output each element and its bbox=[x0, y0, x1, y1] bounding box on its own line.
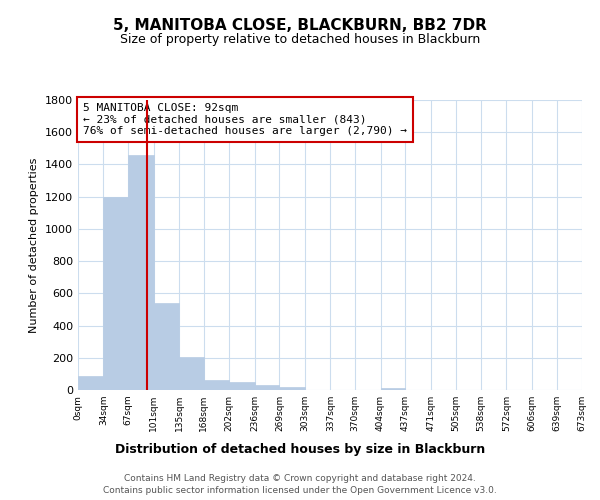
Bar bbox=[280, 387, 305, 390]
Bar bbox=[179, 357, 204, 390]
Text: 5, MANITOBA CLOSE, BLACKBURN, BB2 7DR: 5, MANITOBA CLOSE, BLACKBURN, BB2 7DR bbox=[113, 18, 487, 32]
Bar bbox=[154, 303, 179, 390]
Text: 5 MANITOBA CLOSE: 92sqm
← 23% of detached houses are smaller (843)
76% of semi-d: 5 MANITOBA CLOSE: 92sqm ← 23% of detache… bbox=[83, 103, 407, 136]
Bar bbox=[204, 380, 229, 390]
Text: Distribution of detached houses by size in Blackburn: Distribution of detached houses by size … bbox=[115, 442, 485, 456]
Bar bbox=[380, 388, 405, 390]
Bar bbox=[229, 382, 255, 390]
Text: Contains HM Land Registry data © Crown copyright and database right 2024.: Contains HM Land Registry data © Crown c… bbox=[124, 474, 476, 483]
Bar bbox=[255, 385, 280, 390]
Bar bbox=[128, 155, 154, 390]
Text: Contains public sector information licensed under the Open Government Licence v3: Contains public sector information licen… bbox=[103, 486, 497, 495]
Text: Size of property relative to detached houses in Blackburn: Size of property relative to detached ho… bbox=[120, 32, 480, 46]
Bar bbox=[103, 196, 128, 390]
Bar bbox=[78, 376, 103, 390]
Y-axis label: Number of detached properties: Number of detached properties bbox=[29, 158, 40, 332]
